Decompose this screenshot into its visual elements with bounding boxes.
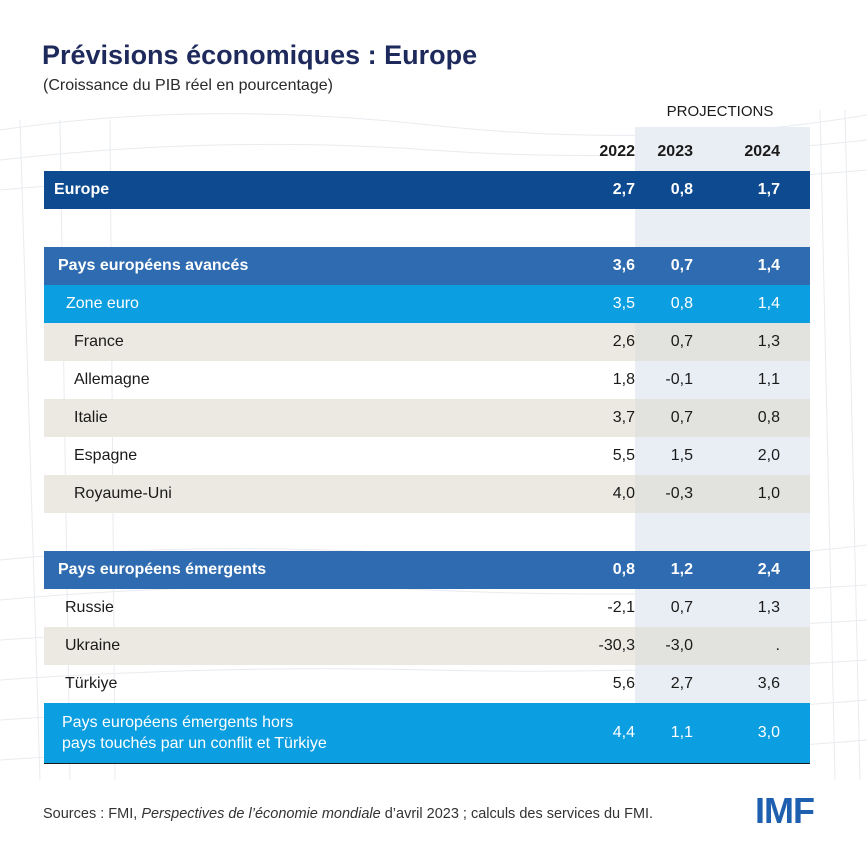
row-label: Türkiye (65, 675, 118, 692)
sources-footnote: Sources : FMI, Perspectives de l’économi… (43, 806, 653, 822)
col-header-2024: 2024 (744, 143, 780, 160)
spacer-row (44, 209, 810, 247)
row-label: Pays européens émergents hors pays touch… (44, 703, 465, 764)
table-row-spain: Espagne 5,5 1,5 2,0 (44, 437, 810, 475)
row-label: Europe (44, 171, 465, 209)
value-2023: -0,1 (665, 371, 693, 388)
imf-logo: IMF (755, 790, 815, 831)
value-2024: 1,1 (757, 371, 780, 388)
table-row-russia: Russie -2,1 0,7 1,3 (44, 589, 810, 627)
footnote-publication: Perspectives de l’économie mondiale (141, 806, 381, 822)
value-2024: 1,3 (757, 599, 780, 616)
value-2022: 3,6 (465, 247, 635, 285)
value-2024: 0,8 (723, 399, 810, 437)
value-2022: 3,7 (465, 399, 635, 437)
column-header-row: 2022 2023 2024 (44, 133, 810, 171)
value-2022: 4,4 (465, 703, 635, 764)
value-2024: 1,7 (723, 171, 810, 209)
value-2023: 0,8 (635, 285, 723, 323)
row-label: Pays européens émergents (44, 551, 465, 589)
value-2024: 1,0 (723, 475, 810, 513)
value-2022: 3,5 (465, 285, 635, 323)
value-2023: 0,7 (635, 399, 723, 437)
page-subtitle: (Croissance du PIB réel en pourcentage) (43, 77, 333, 94)
table-row-europe: Europe 2,7 0,8 1,7 (44, 171, 810, 209)
value-2022: 5,6 (612, 675, 635, 692)
value-2023: 2,7 (670, 675, 693, 692)
row-label: Pays européens avancés (44, 247, 465, 285)
value-2024: 3,6 (757, 675, 780, 692)
table-row-euro-area: Zone euro 3,5 0,8 1,4 (44, 285, 810, 323)
value-2023: -3,0 (635, 627, 723, 665)
value-2024: 2,0 (757, 447, 780, 464)
row-label: Allemagne (74, 371, 150, 388)
row-label: Ukraine (44, 627, 465, 665)
value-2023: 0,7 (635, 323, 723, 361)
col-header-2023: 2023 (657, 143, 693, 160)
value-2024: 2,4 (723, 551, 810, 589)
table-row-emerging: Pays européens émergents 0,8 1,2 2,4 (44, 551, 810, 589)
value-2024: 3,0 (723, 703, 810, 764)
value-2024: 1,3 (723, 323, 810, 361)
value-2023: -0,3 (635, 475, 723, 513)
footnote-prefix: Sources : FMI, (43, 806, 142, 822)
row-label: Russie (65, 599, 114, 616)
value-2023: 1,1 (635, 703, 723, 764)
row-label-line-1: Pays européens émergents hors (62, 714, 294, 731)
table-row-france: France 2,6 0,7 1,3 (44, 323, 810, 361)
value-2022: 1,8 (612, 371, 635, 388)
value-2022: -2,1 (607, 599, 635, 616)
value-2023: 0,7 (635, 247, 723, 285)
value-2024: 1,4 (723, 247, 810, 285)
header-empty (44, 133, 465, 171)
row-label: Italie (44, 399, 465, 437)
value-2022: 2,7 (465, 171, 635, 209)
value-2023: 1,2 (635, 551, 723, 589)
value-2023: 0,8 (635, 171, 723, 209)
page-title: Prévisions économiques : Europe (42, 40, 478, 70)
value-2023: 1,5 (670, 447, 693, 464)
value-2022: 0,8 (465, 551, 635, 589)
value-2024: . (723, 627, 810, 665)
value-2024: 1,4 (723, 285, 810, 323)
table-row-germany: Allemagne 1,8 -0,1 1,1 (44, 361, 810, 399)
footnote-suffix: d’avril 2023 ; calculs des services du F… (380, 806, 654, 822)
table-row-turkiye: Türkiye 5,6 2,7 3,6 (44, 665, 810, 703)
value-2022: 4,0 (465, 475, 635, 513)
spacer-row (44, 513, 810, 551)
table-row-ukraine: Ukraine -30,3 -3,0 . (44, 627, 810, 665)
row-label: Royaume-Uni (44, 475, 465, 513)
col-header-2022: 2022 (599, 143, 635, 160)
table-row-emerging-excl-conflict: Pays européens émergents hors pays touch… (44, 703, 810, 764)
value-2023: 0,7 (670, 599, 693, 616)
value-2022: 2,6 (465, 323, 635, 361)
row-label-line-2: pays touchés par un conflit et Türkiye (62, 735, 327, 752)
row-label: France (44, 323, 465, 361)
row-label: Zone euro (44, 285, 465, 323)
projections-label: PROJECTIONS (666, 103, 774, 120)
value-2022: 5,5 (612, 447, 635, 464)
table-row-united-kingdom: Royaume-Uni 4,0 -0,3 1,0 (44, 475, 810, 513)
value-2022: -30,3 (465, 627, 635, 665)
table-row-advanced: Pays européens avancés 3,6 0,7 1,4 (44, 247, 810, 285)
table-row-italy: Italie 3,7 0,7 0,8 (44, 399, 810, 437)
row-label: Espagne (74, 447, 138, 464)
forecast-table: 2022 2023 2024 Europe 2,7 0,8 1,7 Pays e… (44, 133, 810, 764)
